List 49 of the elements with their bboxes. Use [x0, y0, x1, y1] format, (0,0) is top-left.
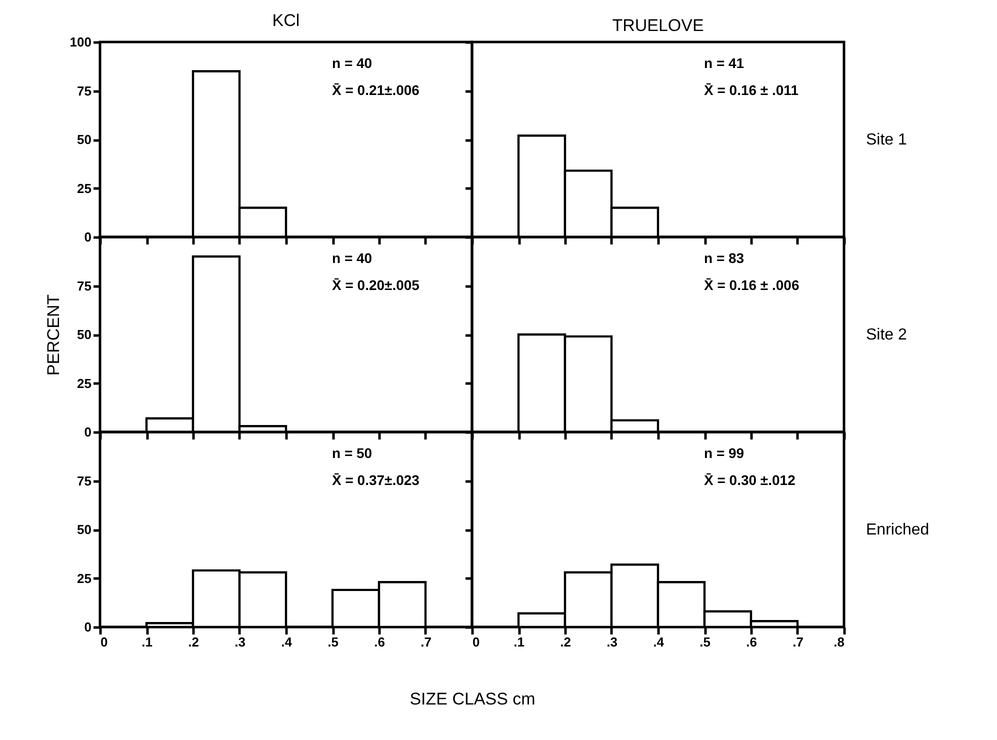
- x-tick-label: 0: [100, 634, 108, 650]
- x-tick-label: .4: [281, 634, 293, 650]
- x-tick-label: .3: [234, 634, 246, 650]
- y-tick-label: 75: [77, 473, 92, 488]
- y-tick-label: 50: [77, 327, 92, 342]
- y2-axis-title: Site 1: [866, 132, 908, 148]
- annotation: X̄ = 0.16 ± .011: [704, 82, 799, 98]
- annotation: X̄ = 0.16 ± .006: [704, 277, 800, 293]
- x-tick-label: .7: [420, 634, 432, 650]
- chart-title: TRUELOVE: [612, 16, 704, 35]
- x-tick-label: .6: [374, 634, 385, 650]
- y2-axis-title: Site 2: [866, 326, 908, 344]
- annotation: n = 40: [332, 250, 372, 266]
- annotation: X̄ = 0.20±.005: [332, 277, 420, 293]
- x-tick-label: .6: [746, 634, 757, 650]
- annotation: X̄ = 0.21±.006: [332, 82, 420, 98]
- x-tick-label: .8: [834, 634, 844, 650]
- annotation: X̄ = 0.37±.023: [332, 472, 420, 488]
- y-tick-label: 0: [84, 424, 92, 440]
- x-tick-label: .4: [653, 634, 665, 650]
- y-tick-label: 25: [77, 570, 92, 586]
- y-tick-label: 50: [77, 522, 92, 537]
- x-tick-label: .1: [142, 634, 152, 650]
- y-tick-label: 75: [77, 278, 92, 294]
- x-tick-label: .3: [606, 634, 618, 650]
- y-tick-label: 25: [77, 180, 92, 196]
- annotation: n = 50: [332, 445, 372, 461]
- y-axis-title: PERCENT: [44, 294, 64, 376]
- y2-axis-title: Enriched: [866, 522, 930, 538]
- y-tick-label: 25: [77, 376, 92, 391]
- x-tick-label: .2: [560, 634, 571, 650]
- y-tick-label: 100: [70, 34, 92, 50]
- y-tick-label: 50: [77, 132, 92, 147]
- annotation: n = 40: [332, 55, 372, 71]
- y-tick-label: 0: [84, 230, 92, 244]
- y-tick-label: 75: [77, 83, 92, 98]
- annotation: n = 99: [704, 445, 744, 461]
- x-tick-label: .5: [328, 634, 338, 650]
- annotation: X̄ = 0.30 ±.012: [704, 472, 796, 488]
- annotation: n = 83: [704, 250, 744, 266]
- x-axis-title: SIZE CLASS cm: [410, 690, 536, 708]
- x-tick-label: 0: [472, 634, 480, 650]
- chart-title: KCl: [272, 11, 300, 30]
- x-tick-label: .1: [514, 634, 524, 650]
- y-tick-label: 0: [84, 620, 92, 634]
- x-tick-label: .7: [792, 634, 804, 650]
- annotation: n = 41: [704, 55, 744, 71]
- x-tick-label: .2: [188, 634, 199, 650]
- x-tick-label: .5: [700, 634, 710, 650]
